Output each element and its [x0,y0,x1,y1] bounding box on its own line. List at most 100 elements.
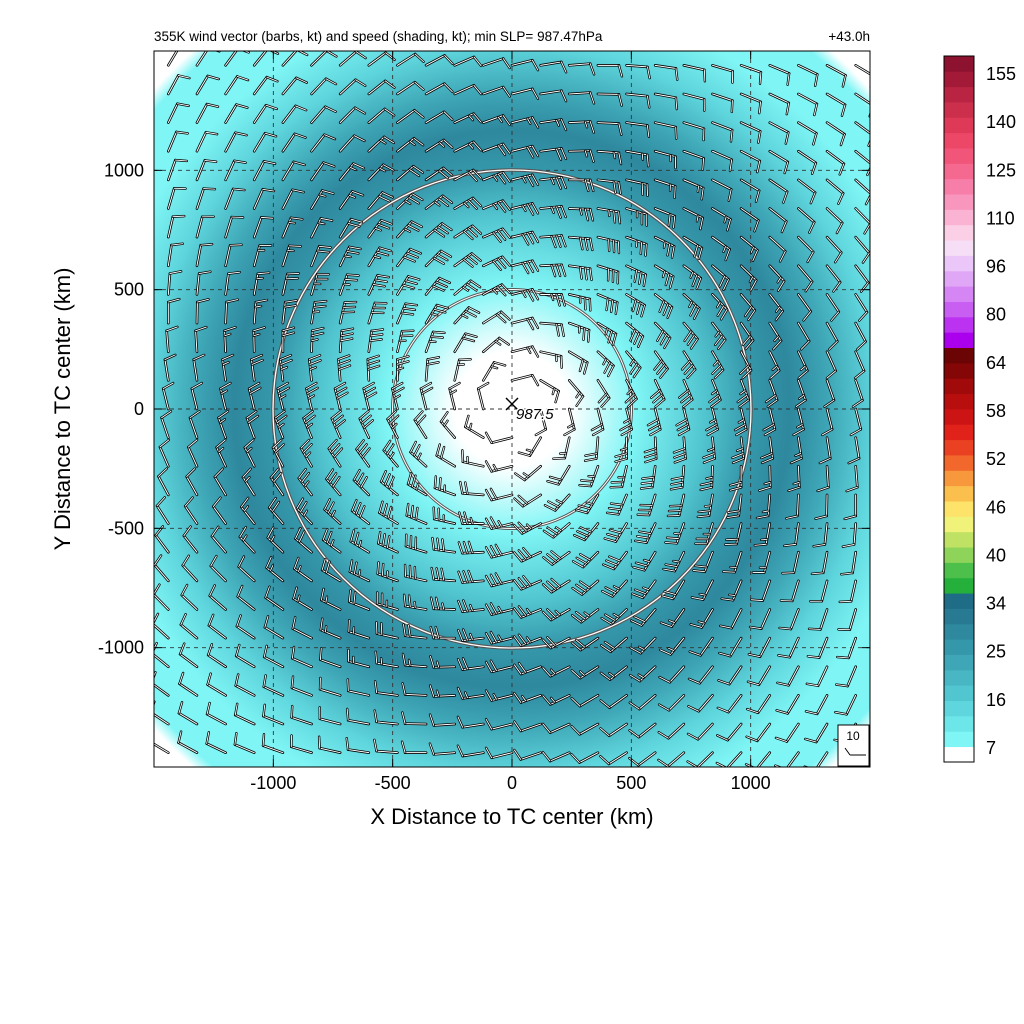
wind-barb [849,407,863,437]
colorbar-segment [944,746,974,763]
wind-barb [413,410,428,439]
wind-barb [154,612,170,640]
x-tick-label: -500 [375,773,411,793]
wind-barb [628,722,657,739]
wind-barb [599,636,628,654]
wind-barb [567,207,595,222]
wind-barb [310,105,337,124]
wind-barb [430,566,457,583]
wind-barb [330,410,346,439]
wind-barb [596,149,623,166]
wind-barb [854,235,870,264]
wind-barb [541,665,571,678]
wind-barb [264,585,285,611]
x-axis-label: X Distance to TC center (km) [370,804,653,829]
y-tick-label: 500 [114,280,144,300]
wind-barb [187,438,199,468]
wind-barb [429,655,457,669]
wind-barb [596,321,618,347]
wind-barb [688,636,714,657]
wind-barb [271,438,285,468]
wind-barb [235,614,256,640]
wind-barb [391,381,405,411]
wind-barb [662,550,686,573]
wind-barb [739,92,762,115]
wind-barb [739,178,761,203]
wind-barb [739,149,762,174]
wind-barb [263,615,285,640]
colorbar-tick-label: 110 [986,208,1015,228]
colorbar-segment [944,669,974,686]
wind-barb [797,264,814,293]
colorbar-segment [944,470,974,487]
wind-barb [310,244,332,268]
wind-barb [825,207,844,235]
wind-barb [711,321,727,351]
wind-barb [273,410,288,439]
wind-barb [739,293,757,322]
wind-barb [213,467,227,497]
wind-barb [731,436,745,464]
wind-barb [281,51,309,67]
wind-barb [338,134,366,153]
wind-barb [570,636,600,652]
colorbar-segment [944,639,974,655]
wind-barb [755,493,772,520]
wind-barb [367,107,396,124]
wind-barb [797,64,819,87]
wind-barb [653,321,672,350]
wind-barb [841,522,857,548]
wind-barb [195,242,214,268]
wind-barb [432,506,457,525]
wind-barb [367,135,396,153]
wind-barb [539,263,567,278]
wind-barb [167,130,189,153]
wind-barb [362,381,378,411]
wind-barb [250,353,264,382]
wind-barb [708,379,722,408]
axis-ticks [154,51,870,767]
wind-barb [167,74,191,96]
colorbar-tick-label: 7 [986,738,996,758]
wind-barb [666,493,686,518]
wind-barb [539,60,568,74]
wind-barb [457,540,485,555]
wind-barb [596,64,624,78]
wind-barb [456,715,485,729]
wind-barb [797,235,815,264]
wind-barb [367,79,396,96]
wind-barb [396,355,410,382]
colorbar-segment [944,316,974,333]
wind-barb [513,720,542,733]
wind-barb [482,170,511,185]
wind-barb [424,222,453,239]
wind-barb [154,729,170,754]
wind-barb [431,536,457,554]
wind-barb [510,58,540,72]
wind-barb [851,379,864,408]
wind-barb [205,701,227,726]
wind-barb [625,92,651,109]
wind-barb [261,733,285,754]
colorbar-segment [944,501,974,517]
wind-barb [834,694,857,716]
wind-barb [573,522,600,542]
wind-barb [281,104,308,124]
wind-barb [210,525,227,554]
wind-barb [825,121,846,147]
colorbar-segment [944,439,974,456]
wind-barb [195,51,221,67]
wind-barb [689,608,714,629]
wind-barb [305,381,319,411]
wind-barb [711,293,729,321]
wind-barb [653,264,675,289]
wind-barb [711,207,732,232]
wind-barb [347,619,371,640]
wind-barb [180,583,199,611]
wind-barb [797,149,818,175]
wind-barb [625,149,650,168]
wind-barb [567,120,595,134]
wind-barb [768,293,784,322]
wind-barb [379,470,399,497]
wind-barb [484,487,514,502]
